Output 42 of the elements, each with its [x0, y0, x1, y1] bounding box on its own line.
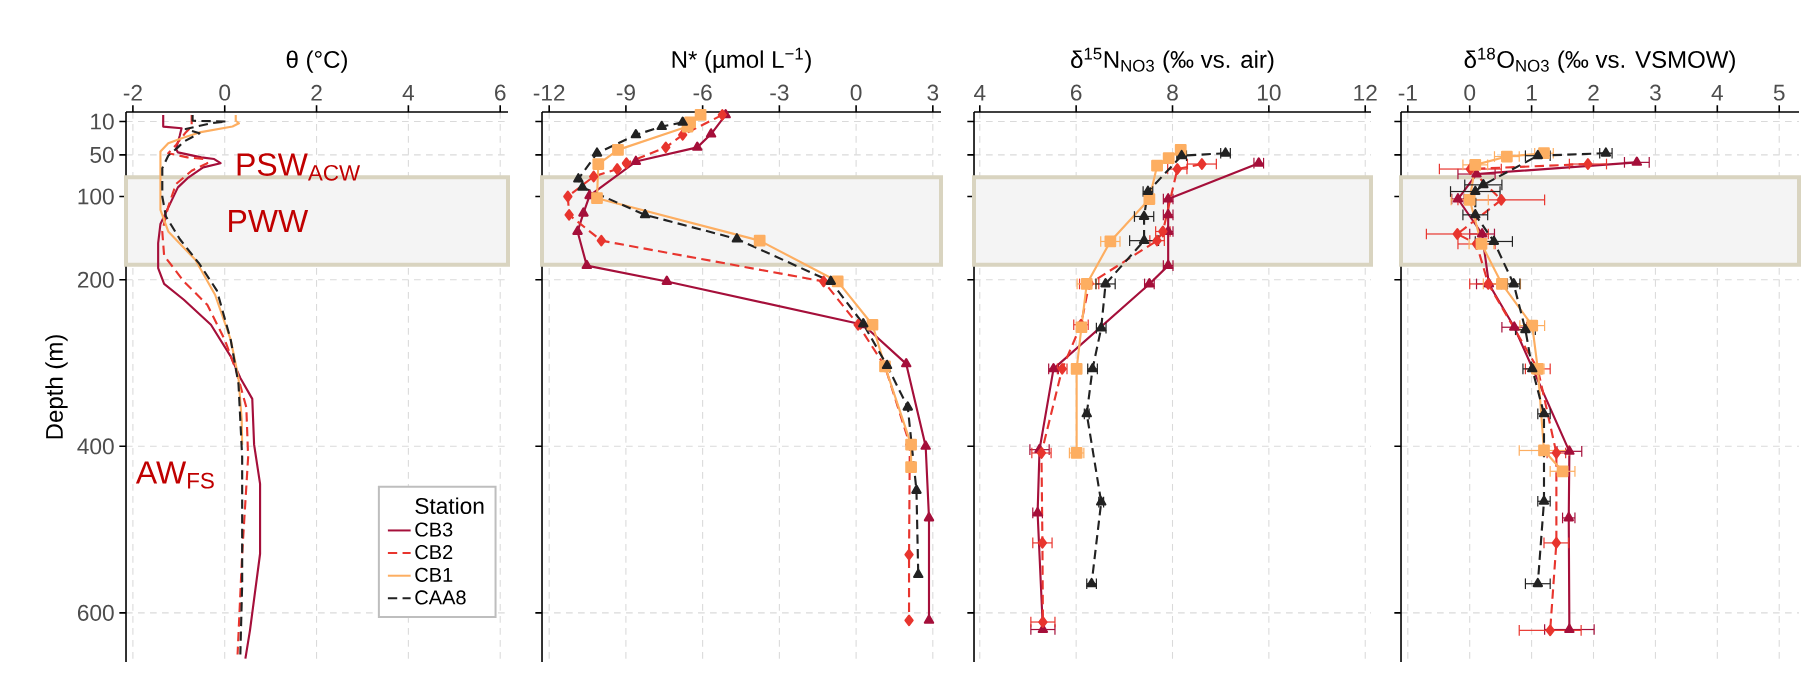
legend-label: CB2 — [415, 545, 453, 560]
x-tick-label: 0 — [219, 84, 231, 101]
x-tick-label: 5 — [1773, 84, 1785, 101]
x-tick-label: 6 — [1071, 84, 1082, 101]
x-tick-label: 4 — [402, 85, 415, 101]
x-tick-label: 2 — [311, 84, 322, 101]
legend-label: CB1 — [415, 567, 453, 582]
x-tick-label: 6 — [495, 84, 506, 101]
x-tick-label: -6 — [693, 84, 712, 101]
x-axis-title: N* (µmol L$^{−1}$) — [672, 47, 811, 73]
x-axis-title: θ (°C) — [286, 50, 347, 73]
y-tick-label: 100 — [78, 188, 114, 205]
band-label: PWW — [229, 210, 309, 233]
y-tick-label: 400 — [77, 438, 114, 455]
x-tick-label: 2 — [1588, 84, 1599, 101]
x-tick-label: 3 — [927, 84, 939, 101]
x-tick-label: -3 — [770, 84, 789, 101]
legend-label: CB3 — [415, 522, 453, 537]
x-axis-title: δ$^{18}$O$_{NO3}$ (‰ vs. VSMOW) — [1464, 47, 1735, 73]
legend-label: CAA8 — [415, 590, 466, 605]
x-tick-label: 0 — [850, 84, 862, 101]
x-tick-label: 8 — [1167, 84, 1178, 101]
y-tick-label: 10 — [91, 113, 114, 130]
x-tick-label: 3 — [1649, 84, 1661, 101]
legend-title: Station — [415, 497, 484, 515]
y-tick-label: 600 — [77, 604, 114, 621]
y-tick-label: 50 — [90, 146, 114, 163]
x-tick-label: -9 — [616, 84, 635, 101]
annotation: PSW$_{ACW}$ — [237, 153, 361, 181]
y-axis-title: Depth (m) — [45, 335, 68, 439]
x-tick-label: 0 — [1464, 84, 1476, 101]
x-tick-label: 4 — [1711, 85, 1723, 101]
annotation: AW$_{FS}$ — [135, 461, 214, 489]
x-tick-label: 12 — [1354, 84, 1377, 101]
x-tick-label: 1 — [1527, 85, 1537, 101]
x-tick-label: -2 — [123, 84, 142, 101]
y-tick-label: 200 — [77, 271, 114, 288]
x-axis-title: δ$^{15}$N$_{NO3}$ (‰ vs. air) — [1071, 47, 1274, 73]
x-tick-label: -12 — [533, 84, 565, 101]
x-tick-label: 10 — [1258, 84, 1281, 101]
x-tick-label: 4 — [974, 85, 986, 101]
x-tick-label: -1 — [1398, 85, 1417, 101]
